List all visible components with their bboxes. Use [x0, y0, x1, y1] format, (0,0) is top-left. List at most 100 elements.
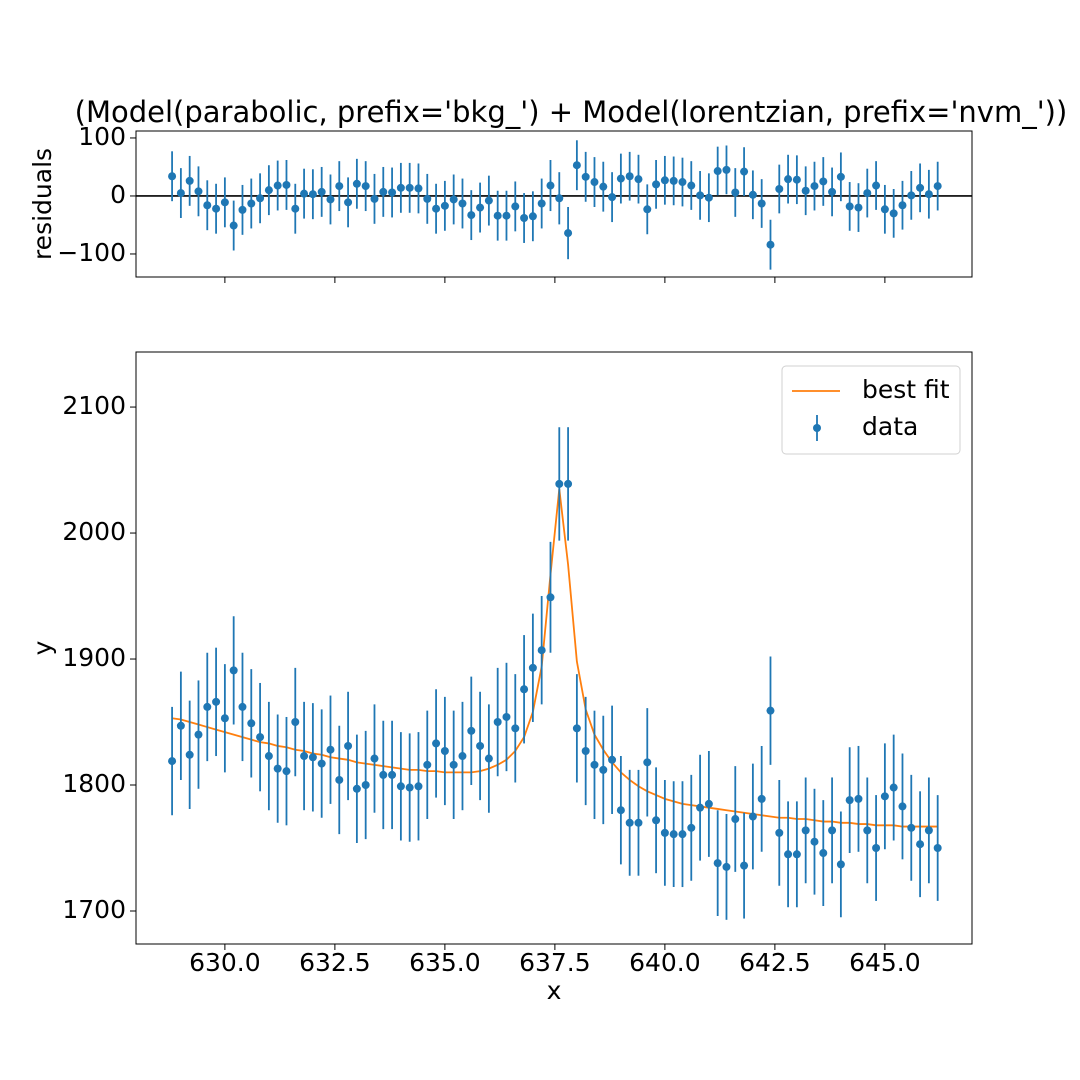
data-point	[810, 837, 819, 846]
data-point	[555, 479, 564, 488]
data-point	[396, 782, 405, 791]
data-point	[836, 172, 845, 181]
data-point	[687, 181, 696, 190]
data-point	[379, 770, 388, 779]
data-point	[326, 195, 335, 204]
data-point	[590, 760, 599, 769]
data-point	[432, 204, 441, 213]
data-point	[229, 221, 238, 230]
data-point	[220, 198, 229, 207]
data-point	[247, 199, 256, 208]
data-point	[423, 760, 432, 769]
data-point	[722, 165, 731, 174]
data-point	[432, 739, 441, 748]
y-tick-label: −100	[57, 238, 126, 267]
data-point	[414, 782, 423, 791]
y-tick-label: 1900	[62, 643, 126, 672]
data-point	[308, 190, 317, 199]
x-tick-label: 642.5	[739, 948, 811, 977]
data-point	[335, 775, 344, 784]
data-point	[564, 229, 573, 238]
data-point	[256, 194, 265, 203]
data-point	[704, 193, 713, 202]
x-tick-label: 637.5	[519, 948, 591, 977]
data-point	[898, 802, 907, 811]
data-point	[361, 781, 370, 790]
data-point	[467, 211, 476, 220]
data-point	[458, 752, 467, 761]
plot-area	[168, 427, 942, 920]
data-point	[819, 177, 828, 186]
data-point	[194, 187, 203, 196]
data-point	[335, 182, 344, 191]
data-point	[872, 181, 881, 190]
data-point	[616, 806, 625, 815]
legend-label: data	[862, 412, 918, 441]
data-point	[388, 188, 397, 197]
data-point	[687, 823, 696, 832]
data-point	[775, 185, 784, 194]
data-point	[317, 759, 326, 768]
data-point	[616, 174, 625, 183]
data-point	[608, 193, 617, 202]
data-point	[264, 186, 273, 195]
data-point	[713, 167, 722, 176]
data-point	[502, 211, 511, 220]
data-point	[581, 172, 590, 181]
data-point	[599, 765, 608, 774]
data-point	[344, 741, 353, 750]
data-point	[608, 755, 617, 764]
data-point	[264, 752, 273, 761]
data-point	[810, 182, 819, 191]
data-point	[819, 849, 828, 858]
data-point	[625, 818, 634, 827]
data-point	[590, 178, 599, 187]
data-point	[484, 196, 493, 205]
data-point	[924, 190, 933, 199]
data-point	[828, 187, 837, 196]
data-point	[845, 202, 854, 211]
data-point	[537, 199, 546, 208]
data-point	[678, 830, 687, 839]
data-point	[282, 767, 291, 776]
data-point	[643, 205, 652, 214]
data-point	[757, 199, 766, 208]
axes-frame	[135, 351, 973, 945]
data-point	[528, 212, 537, 221]
data-point	[731, 815, 740, 824]
data-point	[678, 178, 687, 187]
data-point	[511, 724, 520, 733]
y-tick-label: 1800	[62, 769, 126, 798]
data-point	[370, 194, 379, 203]
data-point	[748, 812, 757, 821]
data-point	[220, 714, 229, 723]
x-tick-label: 632.5	[299, 948, 371, 977]
data-point	[352, 179, 361, 188]
data-point	[273, 764, 282, 773]
data-point	[889, 209, 898, 218]
data-point	[476, 741, 485, 750]
data-point	[467, 726, 476, 735]
data-point	[212, 204, 221, 213]
data-point	[291, 718, 300, 727]
data-point	[634, 175, 643, 184]
data-point	[185, 176, 194, 185]
data-point	[792, 850, 801, 859]
data-point	[300, 189, 309, 198]
data-point	[880, 792, 889, 801]
x-tick-label: 635.0	[409, 948, 481, 977]
data-point	[370, 754, 379, 763]
axes-frame	[135, 130, 973, 278]
data-point	[784, 850, 793, 859]
data-point	[352, 784, 361, 793]
x-axis-label: x	[547, 976, 562, 1005]
data-point	[168, 172, 177, 181]
data-point	[282, 180, 291, 189]
x-tick-label: 645.0	[849, 948, 921, 977]
data-point	[625, 172, 634, 181]
data-point	[176, 721, 185, 730]
data-point	[854, 794, 863, 803]
data-point	[493, 211, 502, 220]
data-point	[652, 816, 661, 825]
